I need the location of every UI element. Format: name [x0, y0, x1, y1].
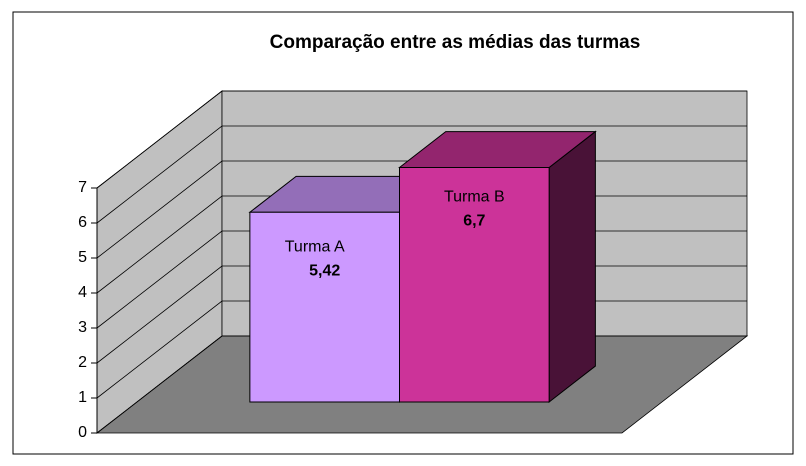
chart-title: Comparação entre as médias das turmas — [270, 32, 641, 53]
bar-side — [548, 130, 596, 403]
y-tick-label: 3 — [78, 319, 87, 336]
grid-line — [96, 90, 747, 189]
bar-value-label: 5,42 — [309, 262, 340, 279]
y-tick-label: 0 — [78, 424, 87, 441]
y-tick-label: 2 — [78, 354, 87, 371]
y-tick-label: 1 — [78, 389, 87, 406]
y-tick-label: 4 — [78, 284, 87, 301]
y-tick-label: 7 — [78, 179, 87, 196]
bar-value-label: 6,7 — [463, 213, 485, 230]
y-tick-label: 5 — [78, 249, 87, 266]
grid-line — [96, 125, 747, 224]
bar — [399, 166, 550, 403]
bar-category-label: Turma A — [285, 238, 345, 255]
bar-category-label: Turma B — [444, 189, 505, 206]
y-tick-label: 6 — [78, 214, 87, 231]
